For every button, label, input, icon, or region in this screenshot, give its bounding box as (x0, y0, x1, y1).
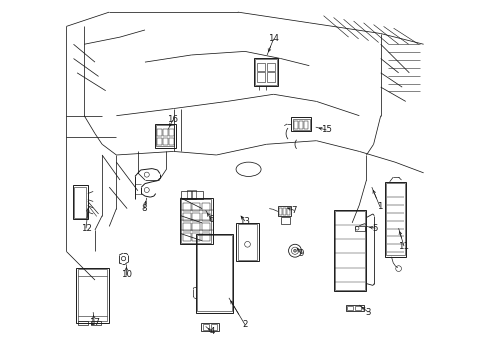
Bar (193, 222, 200, 231)
Text: 12: 12 (80, 224, 92, 233)
Bar (279, 208, 282, 215)
Bar (193, 203, 200, 211)
Bar (91, 321, 100, 325)
Bar (255, 59, 277, 85)
Text: 14: 14 (268, 35, 279, 44)
Bar (183, 203, 191, 211)
Bar (180, 198, 213, 244)
Bar (74, 187, 86, 218)
Text: 13: 13 (240, 217, 250, 226)
Bar (238, 224, 257, 260)
Text: 4: 4 (209, 327, 215, 336)
Bar (237, 223, 259, 261)
Text: 3: 3 (366, 308, 371, 317)
Bar (157, 129, 162, 136)
Text: 6: 6 (208, 215, 214, 224)
Bar (181, 191, 203, 199)
Bar (257, 72, 266, 82)
Text: 11: 11 (398, 242, 410, 251)
Bar (183, 212, 191, 221)
Text: 7: 7 (292, 206, 297, 215)
Bar (283, 208, 286, 215)
Text: 15: 15 (321, 126, 332, 135)
Text: 5: 5 (372, 224, 378, 233)
Bar (202, 212, 210, 221)
Bar (355, 306, 362, 310)
Bar (157, 138, 162, 145)
Bar (335, 211, 365, 290)
Bar (76, 267, 109, 323)
Bar (292, 117, 311, 131)
Bar (163, 129, 168, 136)
Bar (169, 129, 173, 136)
Bar (387, 183, 405, 255)
Bar (211, 324, 217, 330)
Bar (73, 185, 88, 219)
Bar (267, 72, 275, 82)
Bar (187, 190, 192, 199)
Bar (294, 121, 297, 129)
Bar (202, 233, 210, 241)
Text: 16: 16 (168, 116, 178, 125)
Bar (257, 63, 266, 71)
Bar (163, 138, 168, 145)
Bar (78, 321, 88, 325)
Text: 9: 9 (299, 249, 304, 258)
Bar (202, 203, 210, 211)
Text: 2: 2 (242, 320, 248, 329)
Bar (267, 63, 275, 71)
Bar (183, 222, 191, 231)
Bar (254, 58, 278, 86)
Text: 8: 8 (142, 204, 147, 213)
Text: 10: 10 (121, 270, 132, 279)
Bar (193, 233, 200, 241)
Bar (202, 222, 210, 231)
Bar (183, 233, 191, 241)
Text: 1: 1 (377, 202, 383, 211)
Bar (385, 182, 407, 257)
Bar (346, 305, 364, 311)
Bar (78, 269, 107, 321)
Bar (181, 199, 211, 243)
Bar (355, 226, 365, 231)
Bar (281, 217, 290, 224)
Bar (287, 208, 290, 215)
Bar (304, 121, 308, 129)
Bar (197, 235, 232, 311)
Bar (334, 210, 367, 292)
Text: 17: 17 (89, 318, 100, 327)
Bar (347, 306, 353, 310)
Bar (278, 206, 292, 216)
Bar (196, 234, 233, 313)
Bar (156, 125, 174, 147)
Bar (299, 121, 303, 129)
Bar (169, 138, 173, 145)
Bar (155, 123, 176, 148)
Bar (203, 324, 209, 330)
Bar (192, 190, 196, 199)
Bar (193, 212, 200, 221)
Bar (293, 118, 310, 130)
Bar (201, 323, 220, 331)
